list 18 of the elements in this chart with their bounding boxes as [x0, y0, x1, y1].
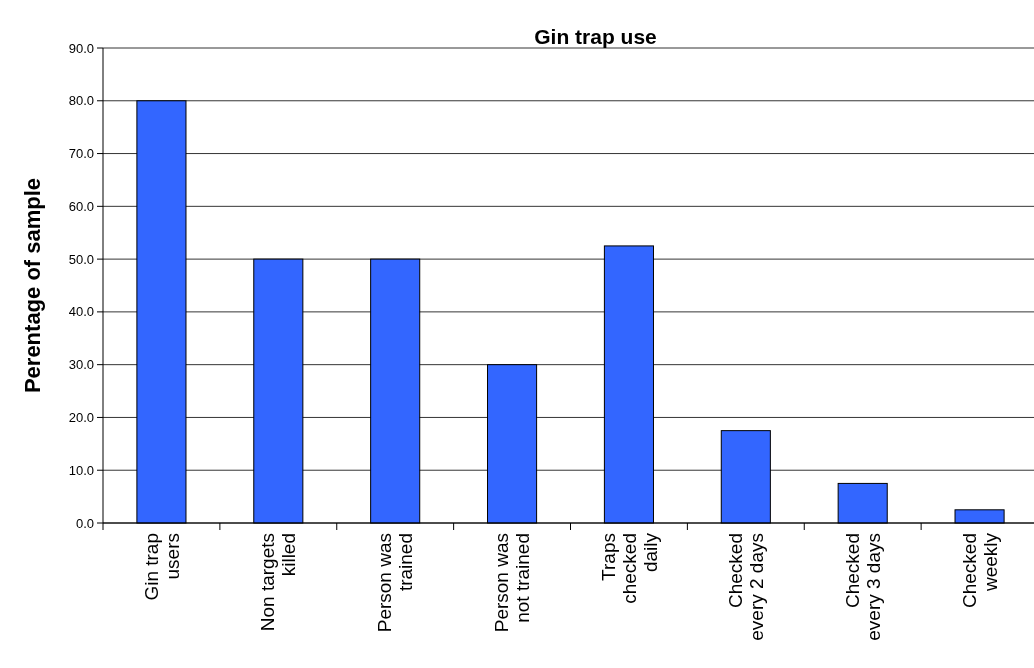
- x-tick-label: Traps checked daily: [597, 532, 661, 604]
- x-tick-label: Gin trap users: [140, 533, 183, 601]
- chart-title: Gin trap use: [534, 25, 657, 48]
- y-tick-label: 60.0: [68, 198, 94, 214]
- y-tick-label: 80.0: [68, 93, 94, 109]
- y-tick-label: 0.0: [75, 515, 94, 531]
- x-tick-label: Checked weekly: [958, 532, 1001, 608]
- y-tick-label: 70.0: [68, 146, 94, 162]
- x-tick-label: Person was not trained: [491, 533, 534, 633]
- y-axis-title: Perentage of sample: [20, 177, 45, 394]
- y-tick-label: 30.0: [68, 357, 94, 373]
- y-tick-label: 90.0: [68, 40, 94, 56]
- x-tick-label: Person was trained: [374, 533, 417, 633]
- y-tick-label: 10.0: [68, 462, 94, 478]
- y-tick-label: 40.0: [68, 304, 94, 320]
- y-tick-label: 50.0: [68, 251, 94, 267]
- y-tick-label: 20.0: [68, 409, 94, 425]
- x-tick-label: Non targets killed: [257, 533, 300, 632]
